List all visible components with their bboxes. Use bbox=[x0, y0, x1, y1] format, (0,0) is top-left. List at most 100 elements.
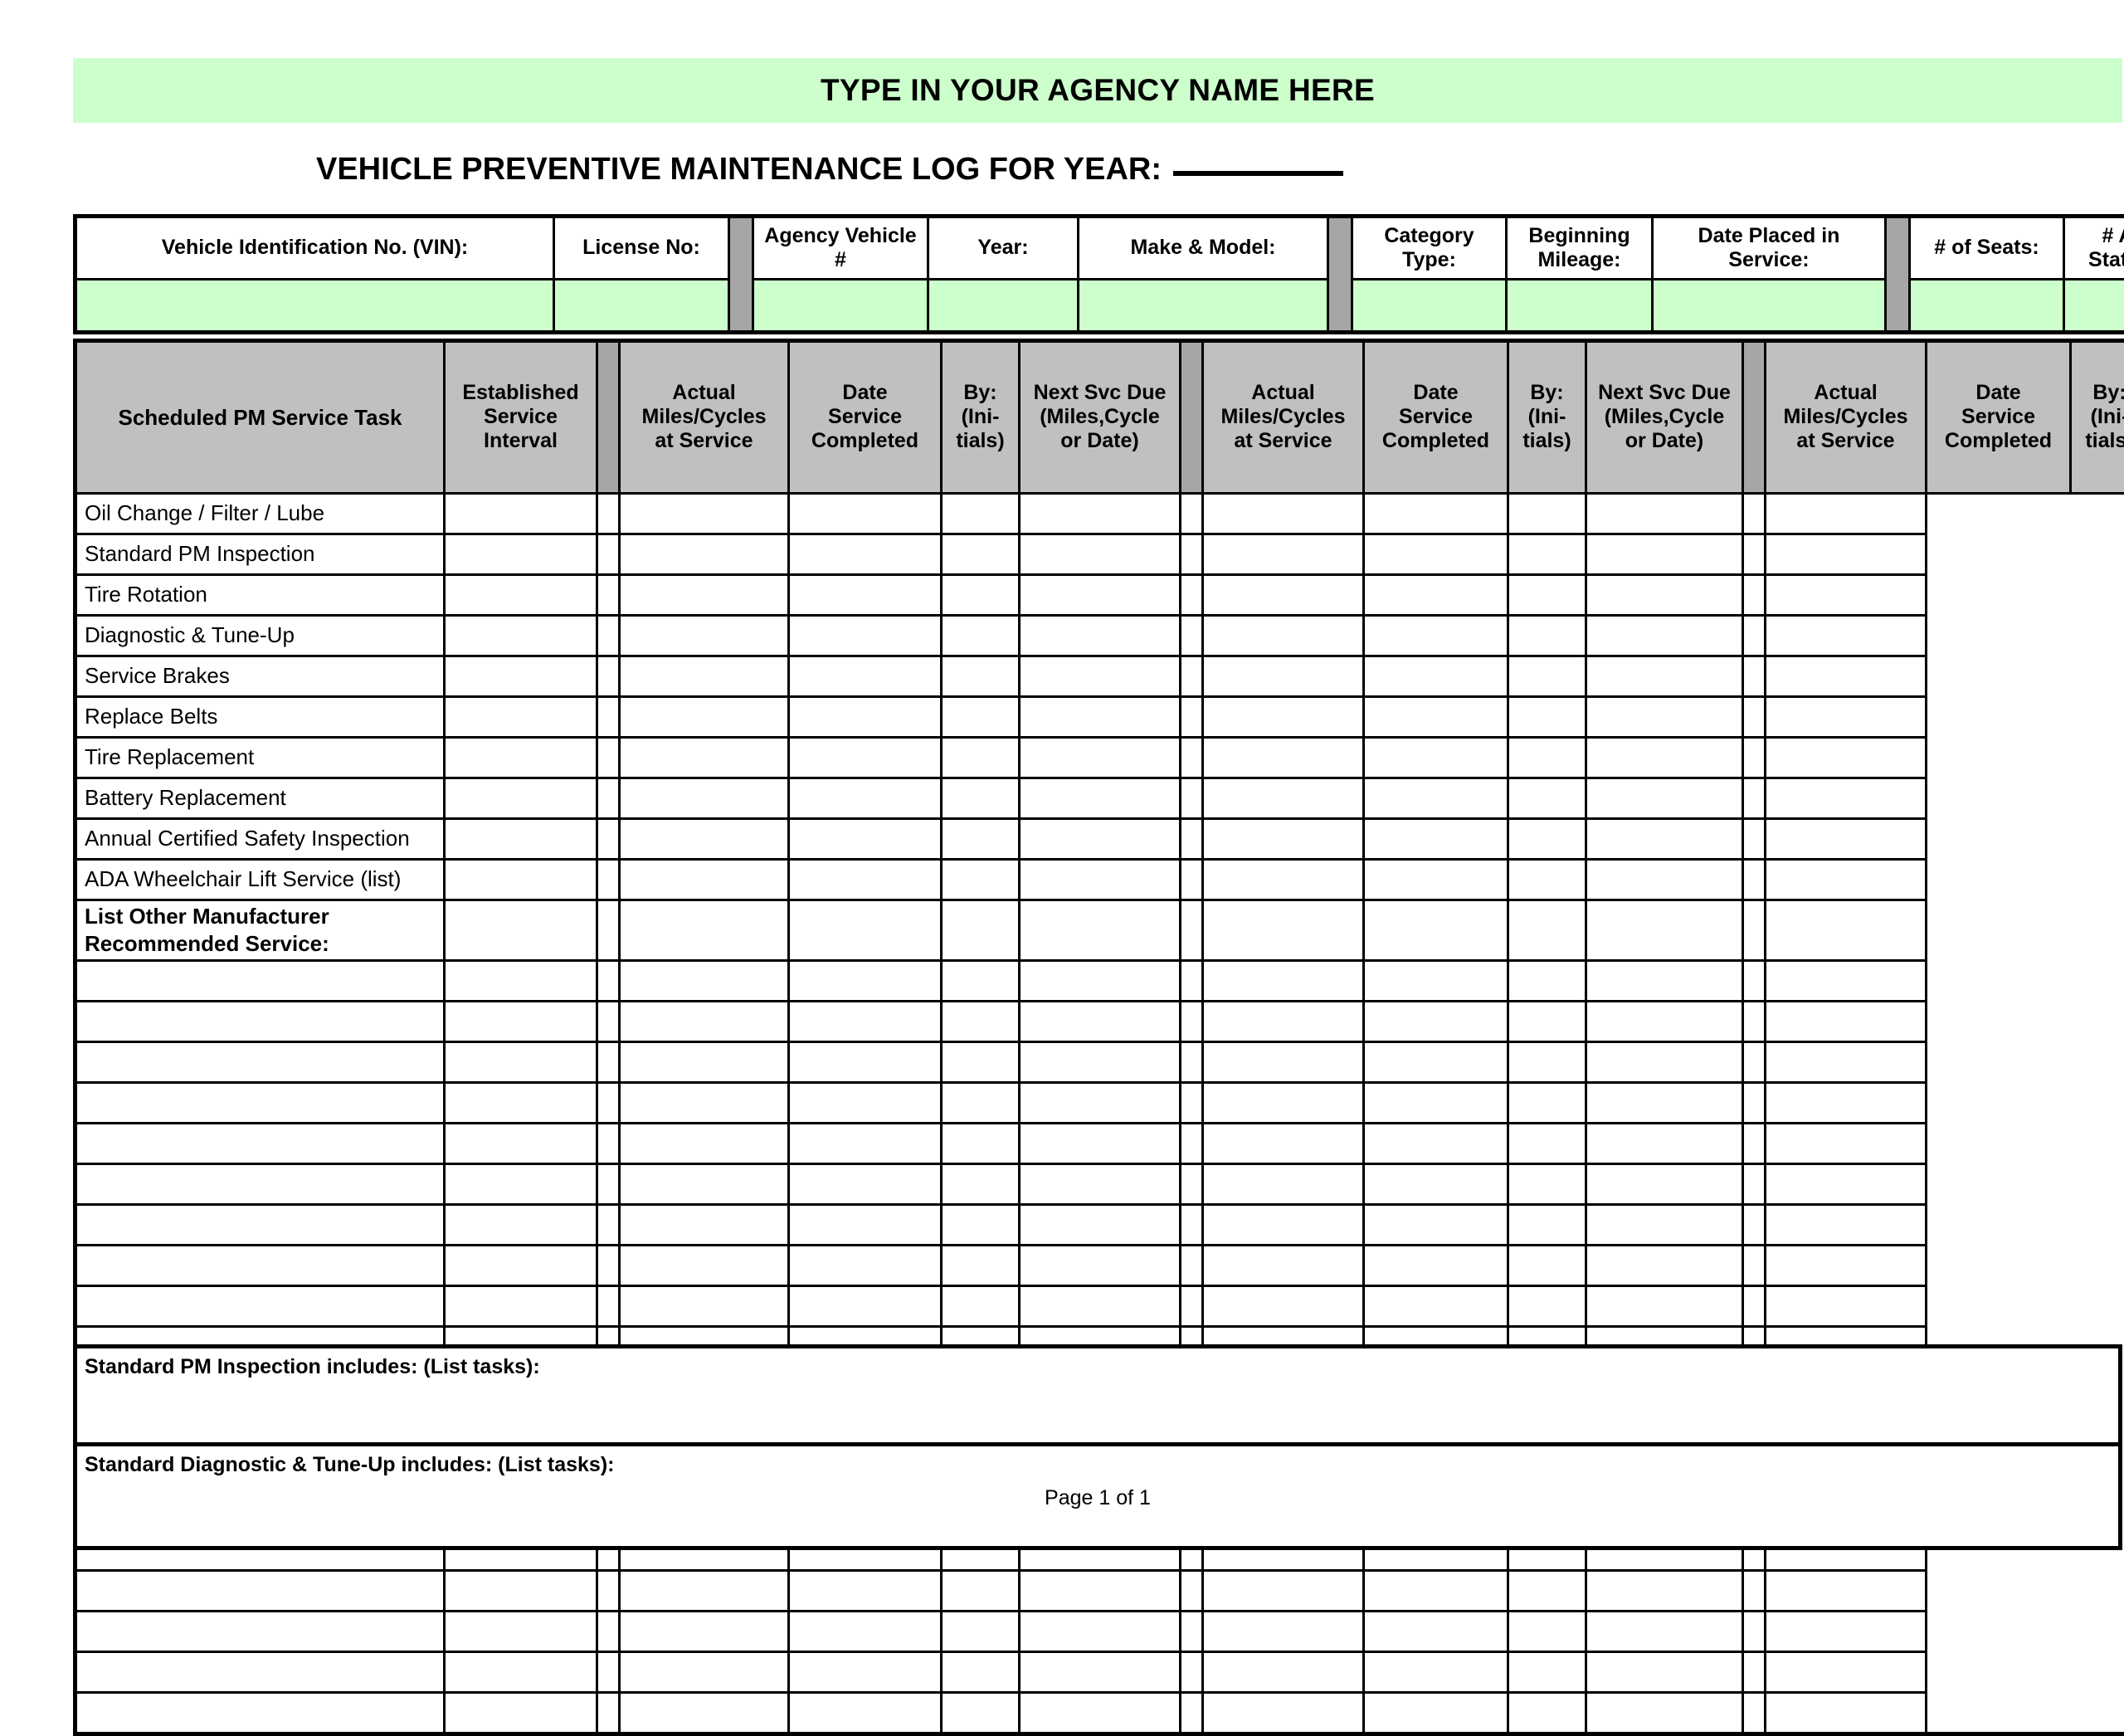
cell-actual-miles-g3[interactable] bbox=[1508, 696, 1586, 737]
cell-date-completed-g1[interactable] bbox=[620, 1611, 789, 1651]
cell-date-completed-g1[interactable] bbox=[620, 1001, 789, 1041]
cell-by-initials-g3[interactable] bbox=[1743, 859, 1766, 900]
cell-next-svc-due-g2[interactable] bbox=[1364, 656, 1508, 696]
cell-date-completed-g3[interactable] bbox=[1586, 1001, 1743, 1041]
cell-by-initials-g1[interactable] bbox=[789, 696, 942, 737]
cell-next-svc-due-g2[interactable] bbox=[1364, 1204, 1508, 1245]
cell-date-completed-g3[interactable] bbox=[1586, 1041, 1743, 1082]
cell-actual-miles-g1[interactable] bbox=[597, 696, 620, 737]
cell-actual-miles-g3[interactable] bbox=[1508, 1570, 1586, 1611]
cell-actual-miles-g2[interactable] bbox=[1020, 1082, 1181, 1123]
info-value-ada-stations[interactable] bbox=[2064, 280, 2124, 333]
cell-by-initials-g1[interactable] bbox=[789, 778, 942, 818]
cell-next-svc-due-g2[interactable] bbox=[1364, 1041, 1508, 1082]
cell-actual-miles-g3[interactable] bbox=[1508, 615, 1586, 656]
cell-actual-miles-g2[interactable] bbox=[1020, 1041, 1181, 1082]
cell-next-svc-due-g2[interactable] bbox=[1364, 574, 1508, 615]
cell-next-svc-due-g1[interactable] bbox=[942, 1285, 1020, 1326]
cell-by-initials-g2[interactable] bbox=[1203, 1285, 1364, 1326]
cell-actual-miles-g2[interactable] bbox=[1020, 1692, 1181, 1734]
cell-by-initials-g2[interactable] bbox=[1203, 1204, 1364, 1245]
cell-by-initials-g3[interactable] bbox=[1743, 1611, 1766, 1651]
cell-next-svc-due-g1[interactable] bbox=[942, 1651, 1020, 1692]
cell-date-completed-g1[interactable] bbox=[620, 1245, 789, 1285]
cell-next-svc-due-g1[interactable] bbox=[942, 737, 1020, 778]
cell-by-initials-g3[interactable] bbox=[1743, 1204, 1766, 1245]
cell-date-completed-g3[interactable] bbox=[1586, 960, 1743, 1001]
cell-date-completed-g3[interactable] bbox=[1586, 493, 1743, 534]
cell-actual-miles-g3[interactable] bbox=[1508, 859, 1586, 900]
cell-established-interval[interactable] bbox=[445, 574, 597, 615]
cell-actual-miles-g3[interactable] bbox=[1508, 900, 1586, 960]
cell-next-svc-due-g3[interactable] bbox=[1766, 656, 1927, 696]
cell-next-svc-due-g1[interactable] bbox=[942, 1611, 1020, 1651]
cell-next-svc-due-g2[interactable] bbox=[1364, 1082, 1508, 1123]
cell-by-initials-g2[interactable] bbox=[1203, 1001, 1364, 1041]
cell-actual-miles-g2[interactable] bbox=[1020, 1001, 1181, 1041]
cell-by-initials-g3[interactable] bbox=[1743, 1041, 1766, 1082]
cell-actual-miles-g2[interactable] bbox=[1020, 960, 1181, 1001]
task-label-blank[interactable] bbox=[76, 1245, 445, 1285]
cell-date-completed-g2[interactable] bbox=[1181, 574, 1203, 615]
cell-by-initials-g3[interactable] bbox=[1743, 1245, 1766, 1285]
cell-by-initials-g1[interactable] bbox=[789, 859, 942, 900]
cell-date-completed-g2[interactable] bbox=[1181, 1123, 1203, 1163]
cell-next-svc-due-g1[interactable] bbox=[942, 1082, 1020, 1123]
cell-actual-miles-g1[interactable] bbox=[597, 615, 620, 656]
cell-next-svc-due-g2[interactable] bbox=[1364, 696, 1508, 737]
cell-date-completed-g3[interactable] bbox=[1586, 900, 1743, 960]
cell-date-completed-g1[interactable] bbox=[620, 859, 789, 900]
cell-actual-miles-g3[interactable] bbox=[1508, 493, 1586, 534]
cell-established-interval[interactable] bbox=[445, 1001, 597, 1041]
cell-next-svc-due-g2[interactable] bbox=[1364, 859, 1508, 900]
cell-established-interval[interactable] bbox=[445, 696, 597, 737]
cell-by-initials-g2[interactable] bbox=[1203, 818, 1364, 859]
cell-by-initials-g2[interactable] bbox=[1203, 1651, 1364, 1692]
cell-next-svc-due-g1[interactable] bbox=[942, 696, 1020, 737]
cell-established-interval[interactable] bbox=[445, 1245, 597, 1285]
cell-actual-miles-g3[interactable] bbox=[1508, 1123, 1586, 1163]
task-label-blank[interactable] bbox=[76, 1123, 445, 1163]
cell-next-svc-due-g1[interactable] bbox=[942, 574, 1020, 615]
cell-established-interval[interactable] bbox=[445, 1611, 597, 1651]
cell-by-initials-g1[interactable] bbox=[789, 1041, 942, 1082]
cell-by-initials-g2[interactable] bbox=[1203, 615, 1364, 656]
cell-by-initials-g2[interactable] bbox=[1203, 1163, 1364, 1204]
cell-actual-miles-g1[interactable] bbox=[597, 1082, 620, 1123]
cell-next-svc-due-g1[interactable] bbox=[942, 1163, 1020, 1204]
cell-actual-miles-g2[interactable] bbox=[1020, 1123, 1181, 1163]
cell-date-completed-g1[interactable] bbox=[620, 1082, 789, 1123]
cell-by-initials-g2[interactable] bbox=[1203, 1611, 1364, 1651]
cell-by-initials-g1[interactable] bbox=[789, 818, 942, 859]
cell-established-interval[interactable] bbox=[445, 1204, 597, 1245]
cell-next-svc-due-g3[interactable] bbox=[1766, 1204, 1927, 1245]
cell-actual-miles-g2[interactable] bbox=[1020, 615, 1181, 656]
cell-actual-miles-g1[interactable] bbox=[597, 737, 620, 778]
cell-date-completed-g2[interactable] bbox=[1181, 1692, 1203, 1734]
cell-actual-miles-g2[interactable] bbox=[1020, 1570, 1181, 1611]
cell-date-completed-g3[interactable] bbox=[1586, 859, 1743, 900]
cell-by-initials-g3[interactable] bbox=[1743, 656, 1766, 696]
cell-actual-miles-g1[interactable] bbox=[597, 1041, 620, 1082]
cell-established-interval[interactable] bbox=[445, 1041, 597, 1082]
cell-next-svc-due-g1[interactable] bbox=[942, 1123, 1020, 1163]
cell-actual-miles-g2[interactable] bbox=[1020, 1163, 1181, 1204]
cell-by-initials-g3[interactable] bbox=[1743, 534, 1766, 574]
cell-date-completed-g1[interactable] bbox=[620, 1204, 789, 1245]
cell-date-completed-g1[interactable] bbox=[620, 1651, 789, 1692]
cell-next-svc-due-g1[interactable] bbox=[942, 900, 1020, 960]
cell-date-completed-g2[interactable] bbox=[1181, 615, 1203, 656]
cell-by-initials-g3[interactable] bbox=[1743, 737, 1766, 778]
cell-next-svc-due-g2[interactable] bbox=[1364, 1163, 1508, 1204]
cell-date-completed-g2[interactable] bbox=[1181, 900, 1203, 960]
cell-by-initials-g1[interactable] bbox=[789, 737, 942, 778]
cell-next-svc-due-g2[interactable] bbox=[1364, 1245, 1508, 1285]
cell-actual-miles-g3[interactable] bbox=[1508, 1285, 1586, 1326]
task-label-blank[interactable] bbox=[76, 1163, 445, 1204]
cell-next-svc-due-g3[interactable] bbox=[1766, 1611, 1927, 1651]
cell-date-completed-g3[interactable] bbox=[1586, 737, 1743, 778]
cell-actual-miles-g1[interactable] bbox=[597, 1123, 620, 1163]
cell-actual-miles-g2[interactable] bbox=[1020, 493, 1181, 534]
cell-date-completed-g1[interactable] bbox=[620, 1123, 789, 1163]
cell-date-completed-g2[interactable] bbox=[1181, 1001, 1203, 1041]
